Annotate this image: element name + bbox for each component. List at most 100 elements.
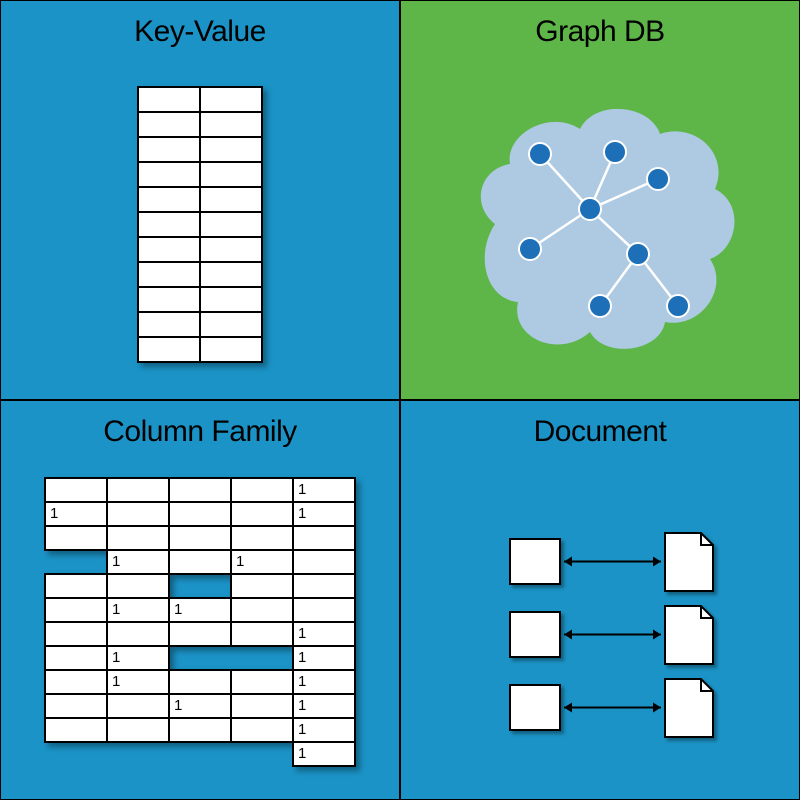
cf-cell (107, 718, 169, 742)
doc-key-cell (510, 612, 560, 657)
kv-cell (200, 187, 262, 212)
cf-cell (231, 478, 293, 502)
cf-cell-one: 1 (169, 694, 231, 718)
cf-cell (231, 622, 293, 646)
cf-cell (169, 526, 231, 550)
arrowhead-icon (653, 630, 661, 640)
quadrant-column-family: Column Family 1111111111111111 (0, 400, 400, 800)
doc-key-cell (510, 539, 560, 584)
arrowhead-icon (653, 703, 661, 713)
cf-cell (231, 718, 293, 742)
cf-cell (231, 574, 293, 598)
doc-svg (440, 484, 760, 764)
cf-cell-one: 1 (293, 670, 355, 694)
kv-cell (200, 162, 262, 187)
cf-cell (231, 502, 293, 526)
cf-cell (169, 718, 231, 742)
title-document: Document (534, 415, 667, 449)
cf-cell (45, 694, 107, 718)
graph-node (627, 243, 649, 265)
graph-node (667, 295, 689, 317)
kv-cell (138, 337, 200, 362)
cf-cell (107, 694, 169, 718)
cf-cell (45, 646, 107, 670)
cf-cell-one: 1 (231, 550, 293, 574)
cf-cell (231, 526, 293, 550)
cf-cell (169, 622, 231, 646)
cf-cell (45, 574, 107, 598)
cf-cell-one: 1 (293, 622, 355, 646)
doc-key-cell (510, 685, 560, 730)
title-graph-db: Graph DB (535, 15, 664, 49)
cf-cell (107, 526, 169, 550)
quadrant-document: Document (400, 400, 800, 800)
kv-cell (200, 237, 262, 262)
document-icon (665, 679, 713, 737)
cf-cell (45, 526, 107, 550)
cf-cell (169, 478, 231, 502)
kv-cell (138, 162, 200, 187)
cf-cell (45, 478, 107, 502)
cf-cell (293, 550, 355, 574)
kv-cell (200, 337, 262, 362)
kv-cell (138, 262, 200, 287)
cf-cell-one: 1 (107, 670, 169, 694)
cf-content: 1111111111111111 (1, 449, 399, 799)
cf-table: 1111111111111111 (44, 477, 356, 767)
graph-node (529, 143, 551, 165)
quadrant-key-value: Key-Value (0, 0, 400, 400)
cf-cell (107, 478, 169, 502)
cf-cell (107, 502, 169, 526)
cf-cell (169, 670, 231, 694)
kv-cell (200, 262, 262, 287)
cf-cell-one: 1 (293, 718, 355, 742)
cf-cell (293, 526, 355, 550)
kv-cell (200, 112, 262, 137)
kv-cell (138, 87, 200, 112)
cf-cell-one: 1 (107, 598, 169, 622)
kv-cell (200, 87, 262, 112)
kv-cell (200, 212, 262, 237)
cf-cell (169, 502, 231, 526)
cf-cell-one: 1 (169, 598, 231, 622)
document-icon (665, 533, 713, 591)
kv-cell (200, 287, 262, 312)
kv-table (137, 86, 263, 363)
cf-cell-one: 1 (293, 478, 355, 502)
cf-cell-one: 1 (293, 502, 355, 526)
arrowhead-icon (564, 630, 572, 640)
graph-content (401, 49, 799, 399)
cf-cell-one: 1 (293, 694, 355, 718)
cf-cell (169, 550, 231, 574)
kv-content (1, 49, 399, 399)
title-key-value: Key-Value (134, 15, 266, 49)
cf-cell (293, 574, 355, 598)
kv-cell (138, 287, 200, 312)
kv-cell (138, 187, 200, 212)
cf-cell-one: 1 (45, 502, 107, 526)
graph-node (579, 198, 601, 220)
quadrant-graph-db: Graph DB (400, 0, 800, 400)
db-types-grid: Key-Value Graph DB Column Family 1111111… (0, 0, 800, 800)
cf-cell-one: 1 (107, 646, 169, 670)
cf-cell (231, 694, 293, 718)
arrowhead-icon (564, 557, 572, 567)
cf-cell (231, 598, 293, 622)
cf-cell (107, 574, 169, 598)
graph-node (604, 141, 626, 163)
cf-cell (45, 622, 107, 646)
cf-cell-one: 1 (107, 550, 169, 574)
kv-cell (138, 212, 200, 237)
cf-cell (45, 718, 107, 742)
graph-node (519, 238, 541, 260)
kv-cell (138, 137, 200, 162)
kv-cell (200, 312, 262, 337)
graph-svg (440, 74, 760, 374)
cf-cell-one: 1 (293, 646, 355, 670)
graph-node (589, 295, 611, 317)
cf-cell-one: 1 (293, 742, 355, 766)
doc-content (401, 449, 799, 799)
kv-cell (200, 137, 262, 162)
arrowhead-icon (653, 557, 661, 567)
kv-cell (138, 312, 200, 337)
